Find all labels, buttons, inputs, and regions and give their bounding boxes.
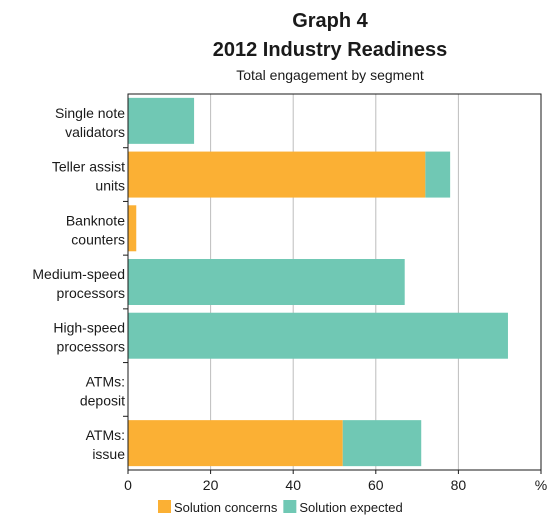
legend-label: Solution concerns	[174, 500, 278, 515]
category-label: Teller assist	[52, 159, 125, 175]
category-label: deposit	[80, 392, 125, 408]
category-label: counters	[71, 231, 125, 247]
chart-title-line-2: 2012 Industry Readiness	[213, 39, 448, 61]
category-label: processors	[57, 285, 125, 301]
x-tick-label: 20	[203, 477, 219, 493]
category-label: ATMs:	[86, 373, 125, 389]
x-tick-label: %	[535, 477, 547, 493]
category-label: validators	[65, 124, 125, 140]
x-tick-label: 40	[285, 477, 301, 493]
legend-label: Solution expected	[299, 500, 402, 515]
chart-subtitle: Total engagement by segment	[236, 67, 424, 83]
category-label: issue	[92, 446, 125, 462]
bar-solution-expected	[128, 259, 405, 305]
x-tick-label: 80	[451, 477, 467, 493]
category-label: Single note	[55, 105, 125, 121]
bar-solution-expected	[128, 97, 195, 144]
legend-swatch	[158, 500, 171, 513]
category-label: Banknote	[66, 212, 125, 228]
category-label: High-speed	[53, 320, 125, 336]
bar-solution-expected	[342, 420, 422, 467]
bar-solution-concerns	[128, 420, 343, 467]
category-label: units	[95, 178, 125, 194]
x-tick-label: 0	[124, 477, 132, 493]
category-label: Medium-speed	[32, 266, 125, 282]
bar-solution-concerns	[128, 205, 137, 252]
plot-frame	[127, 93, 542, 471]
bar-solution-concerns	[128, 151, 426, 198]
legend-swatch	[283, 500, 297, 513]
bar-solution-expected	[128, 312, 508, 359]
category-label: processors	[57, 339, 125, 355]
x-tick-label: 60	[368, 477, 384, 493]
category-label: ATMs:	[86, 427, 125, 443]
bar-solution-expected	[425, 151, 451, 198]
chart-title-line-1: Graph 4	[292, 10, 368, 32]
